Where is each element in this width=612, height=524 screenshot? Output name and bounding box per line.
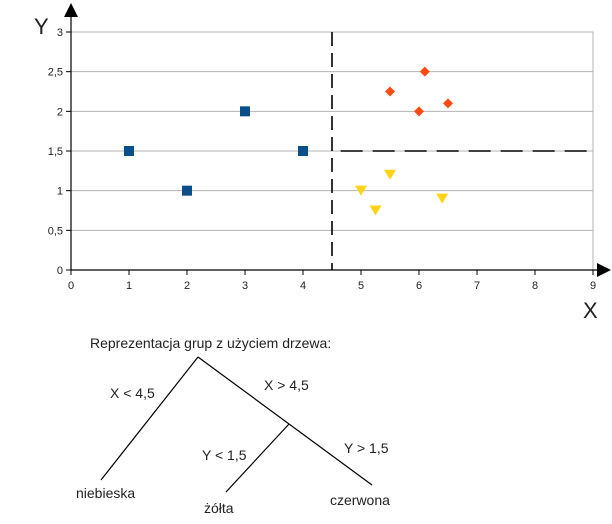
split-lines (331, 32, 593, 270)
tree-title: Reprezentacja grup z użyciem drzewa: (90, 335, 331, 351)
x-tick-label: 5 (358, 280, 364, 292)
tree-edge-left (100, 356, 199, 481)
tree-edge-right (197, 356, 373, 486)
square-point (298, 146, 308, 156)
triangle-point (355, 185, 367, 196)
x-tick-label: 7 (474, 280, 480, 292)
y-tick-label: 3 (57, 27, 63, 39)
y-tick-label: 1 (57, 186, 63, 198)
leaf-zolta: żółta (204, 500, 234, 516)
x-axis-title: X (583, 298, 598, 323)
triangle-point (384, 169, 396, 180)
y-axis-title: Y (34, 14, 49, 39)
edge-label-x-less: X < 4,5 (110, 385, 155, 401)
x-tick-labels: 0 1 2 3 4 5 6 7 8 9 (68, 280, 596, 292)
x-tick-label: 6 (416, 280, 422, 292)
diamond-point (414, 106, 424, 117)
square-point (240, 106, 250, 117)
x-tick-label: 8 (532, 280, 538, 292)
x-tick-label: 9 (590, 280, 596, 292)
leaf-czerwona: czerwona (330, 492, 390, 508)
diamond-point (385, 86, 395, 97)
y-tick-label: 0 (57, 265, 63, 277)
scatter-plot: 0 1 2 3 4 5 6 7 8 9 0 0,5 1 1,5 2 2,5 3 X Y (34, 3, 611, 323)
y-axis-arrowhead (64, 3, 78, 17)
y-tick-label: 2,5 (48, 67, 63, 79)
triangle-point (436, 193, 449, 204)
leaf-niebieska: niebieska (76, 485, 135, 501)
edge-label-y-greater: Y > 1,5 (344, 440, 389, 456)
tree-edge-sub-left (225, 423, 290, 493)
y-tick-label: 0,5 (48, 225, 63, 237)
edge-label-x-greater: X > 4,5 (264, 377, 309, 393)
x-axis-arrowhead (597, 263, 611, 277)
triangle-point (369, 205, 382, 216)
square-point (182, 185, 192, 196)
x-tick-label: 3 (242, 280, 248, 292)
y-tick-label: 1,5 (48, 146, 63, 158)
x-tick-label: 1 (126, 280, 132, 292)
y-tick-labels: 0 0,5 1 1,5 2 2,5 3 (48, 27, 63, 277)
x-tick-label: 2 (184, 280, 190, 292)
diamond-point (419, 66, 430, 77)
axes (64, 3, 611, 277)
square-point (124, 146, 134, 156)
diamond-point (443, 98, 453, 109)
decision-tree: Reprezentacja grup z użyciem drzewa: X <… (76, 335, 390, 516)
x-tick-label: 0 (68, 280, 74, 292)
edge-label-y-less: Y < 1,5 (202, 447, 247, 463)
y-tick-label: 2 (57, 106, 63, 118)
x-tick-label: 4 (300, 280, 306, 292)
data-points (124, 66, 453, 216)
